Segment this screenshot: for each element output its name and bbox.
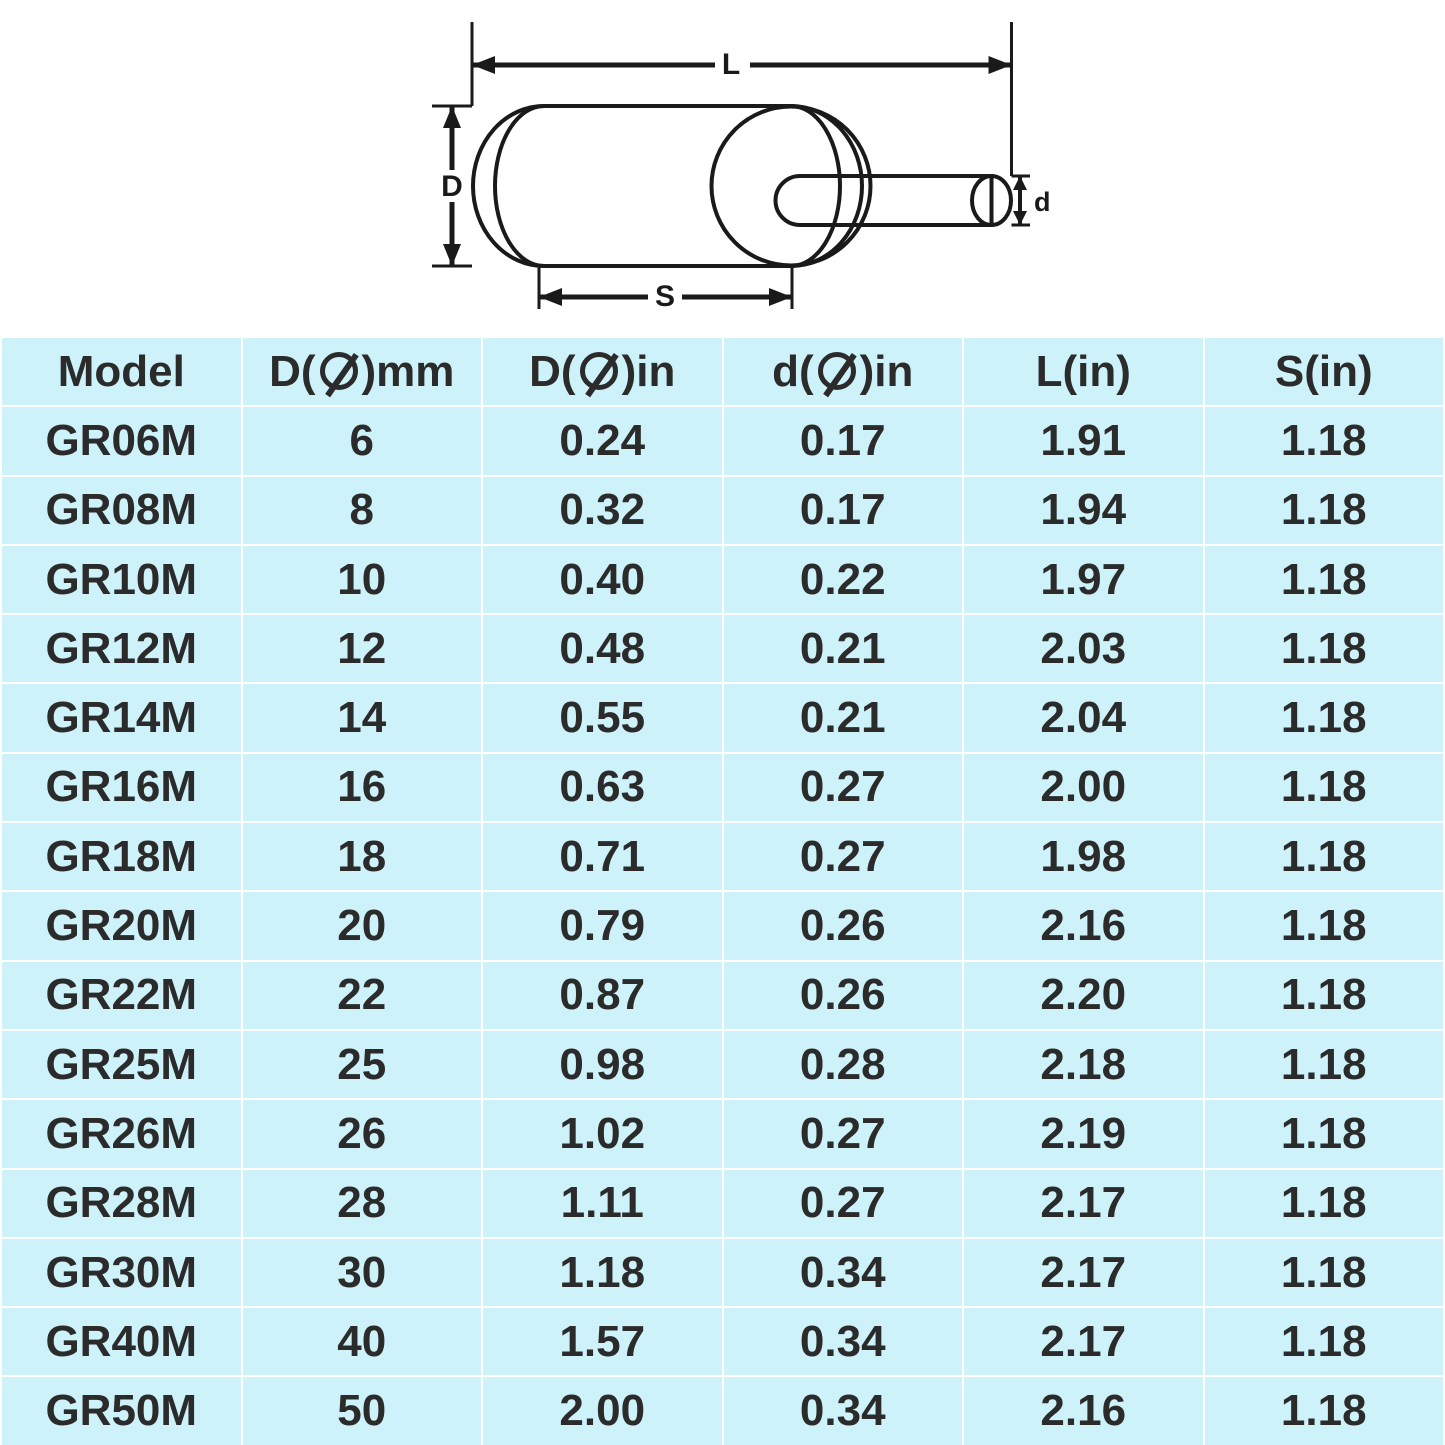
svg-text:D: D: [441, 170, 463, 203]
svg-text:d: d: [1034, 187, 1051, 217]
svg-text:S: S: [655, 280, 675, 313]
svg-text:L: L: [722, 48, 740, 81]
